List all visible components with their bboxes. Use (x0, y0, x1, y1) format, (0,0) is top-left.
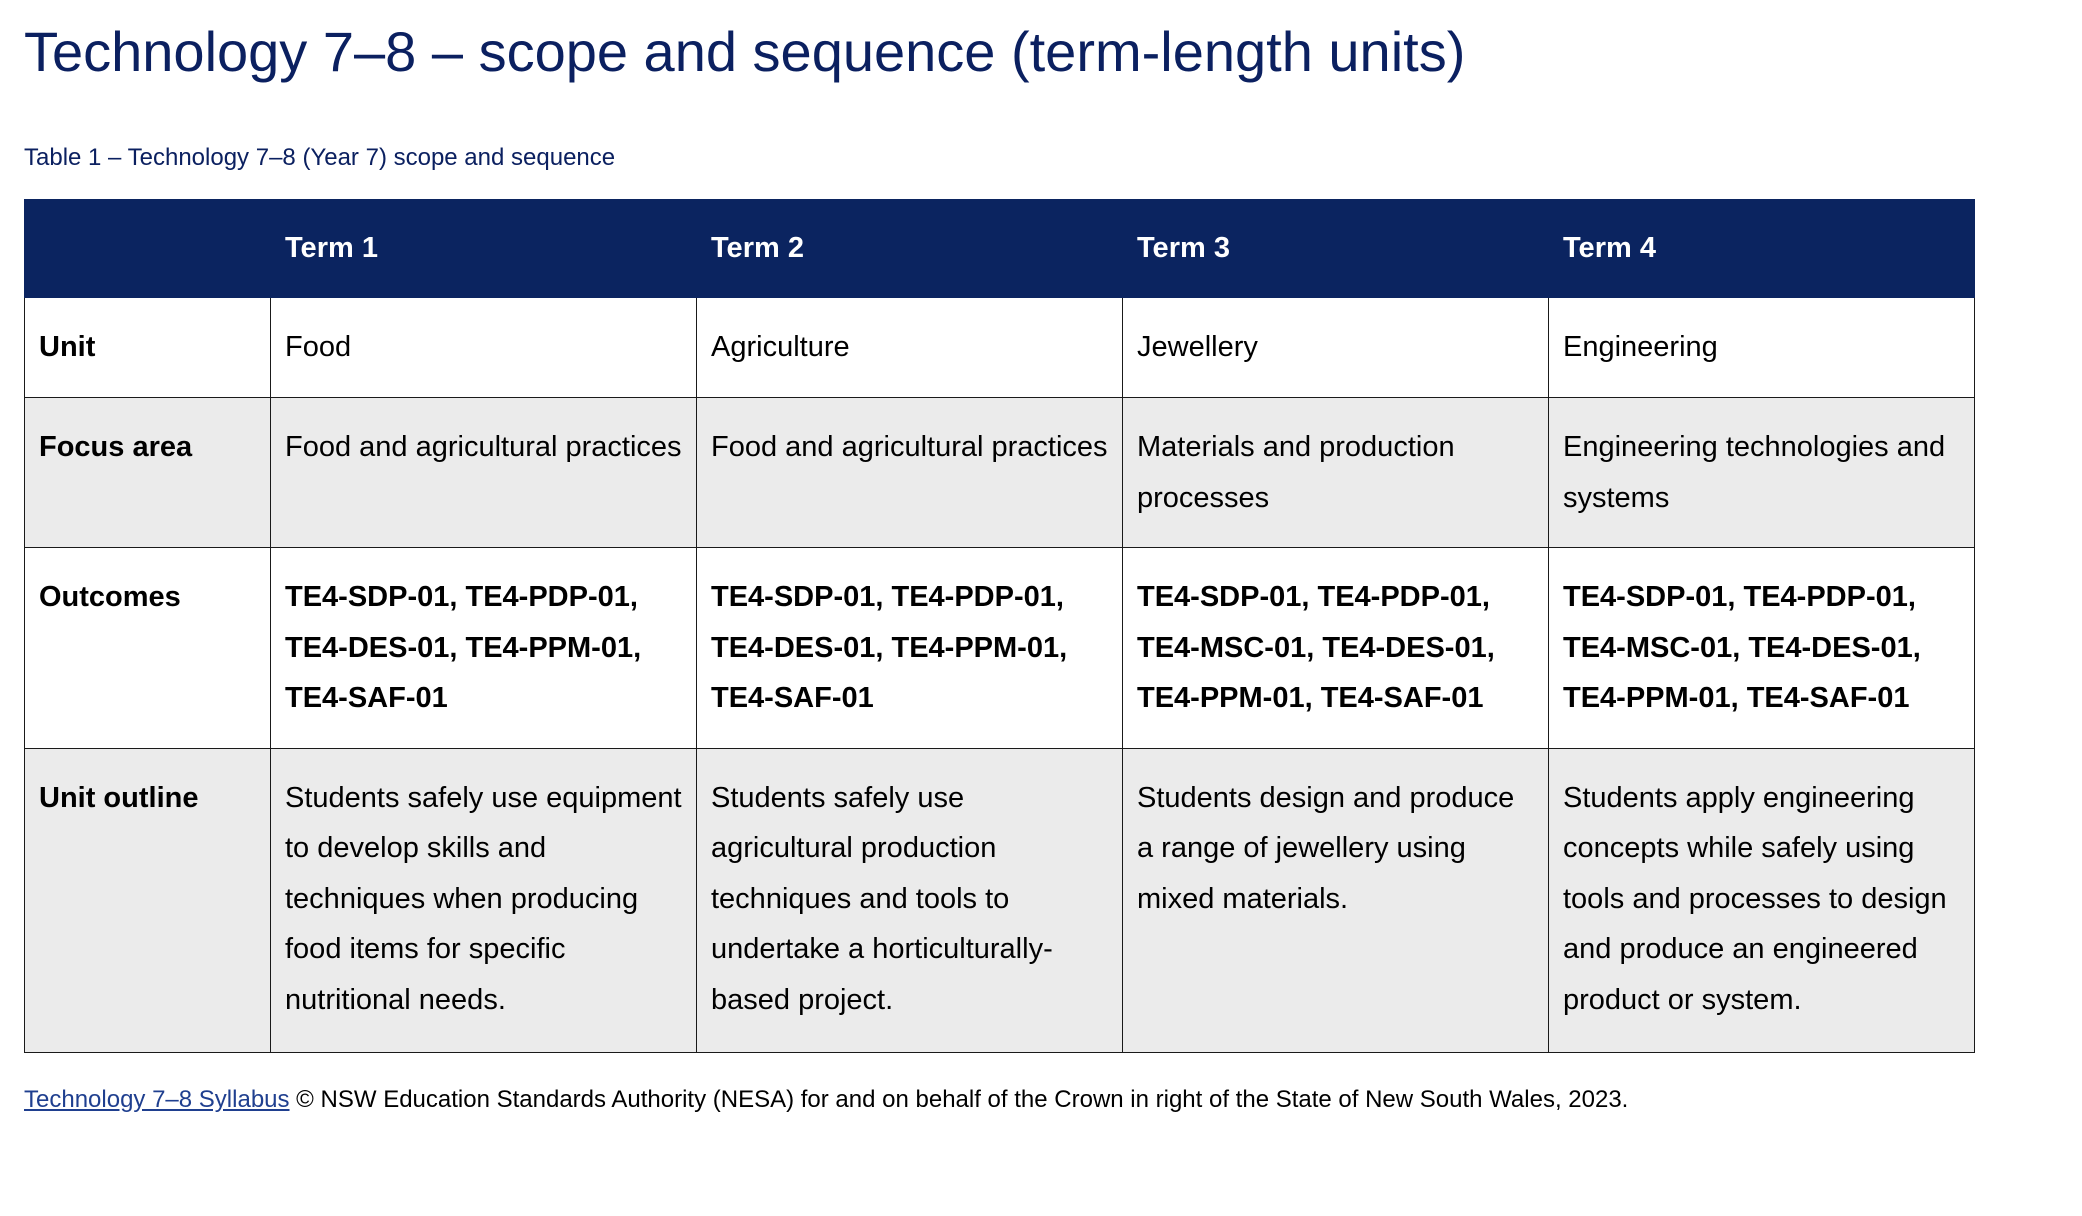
focus-area-term-3: Materials and production processes (1122, 397, 1549, 548)
table-row-unit: Unit Food Agriculture Jewellery Engineer… (24, 297, 1975, 398)
copyright-text: © NSW Education Standards Authority (NES… (289, 1086, 1629, 1113)
header-corner-cell (24, 199, 271, 298)
unit-outline-term-4: Students apply engineering concepts whil… (1548, 747, 1975, 1053)
row-label-unit: Unit (24, 297, 271, 398)
table-caption: Table 1 – Technology 7–8 (Year 7) scope … (24, 144, 616, 171)
outcomes-term-3: TE4-SDP-01, TE4-PDP-01, TE4-MSC-01, TE4-… (1122, 547, 1549, 749)
unit-outline-term-2: Students safely use agricultural product… (696, 747, 1123, 1053)
focus-area-term-1: Food and agricultural practices (270, 397, 697, 548)
table-row-outcomes: Outcomes TE4-SDP-01, TE4-PDP-01, TE4-DES… (24, 547, 1975, 749)
table-row-focus-area: Focus area Food and agricultural practic… (24, 397, 1975, 548)
table-header-row: Term 1 Term 2 Term 3 Term 4 (24, 199, 1975, 298)
scope-and-sequence-table: Term 1 Term 2 Term 3 Term 4 Unit Food Ag… (24, 199, 1975, 1053)
focus-area-term-2: Food and agricultural practices (696, 397, 1123, 548)
unit-outline-term-1: Students safely use equipment to develop… (270, 747, 697, 1053)
unit-term-1: Food (270, 297, 697, 398)
row-label-outcomes: Outcomes (24, 547, 271, 749)
row-label-unit-outline: Unit outline (24, 747, 271, 1053)
focus-area-term-4: Engineering technologies and systems (1548, 397, 1975, 548)
outcomes-term-1: TE4-SDP-01, TE4-PDP-01, TE4-DES-01, TE4-… (270, 547, 697, 749)
header-term-1: Term 1 (270, 199, 697, 298)
copyright-footer: Technology 7–8 Syllabus © NSW Education … (24, 1084, 1628, 1116)
outcomes-term-2: TE4-SDP-01, TE4-PDP-01, TE4-DES-01, TE4-… (696, 547, 1123, 749)
syllabus-link[interactable]: Technology 7–8 Syllabus (24, 1086, 290, 1113)
header-term-3: Term 3 (1122, 199, 1549, 298)
outcomes-term-4: TE4-SDP-01, TE4-PDP-01, TE4-MSC-01, TE4-… (1548, 547, 1975, 749)
header-term-2: Term 2 (696, 199, 1123, 298)
page-title: Technology 7–8 – scope and sequence (ter… (24, 20, 1466, 83)
row-label-focus-area: Focus area (24, 397, 271, 548)
table-row-unit-outline: Unit outline Students safely use equipme… (24, 747, 1975, 1053)
unit-term-3: Jewellery (1122, 297, 1549, 398)
unit-term-2: Agriculture (696, 297, 1123, 398)
header-term-4: Term 4 (1548, 199, 1975, 298)
unit-outline-term-3: Students design and produce a range of j… (1122, 747, 1549, 1053)
unit-term-4: Engineering (1548, 297, 1975, 398)
